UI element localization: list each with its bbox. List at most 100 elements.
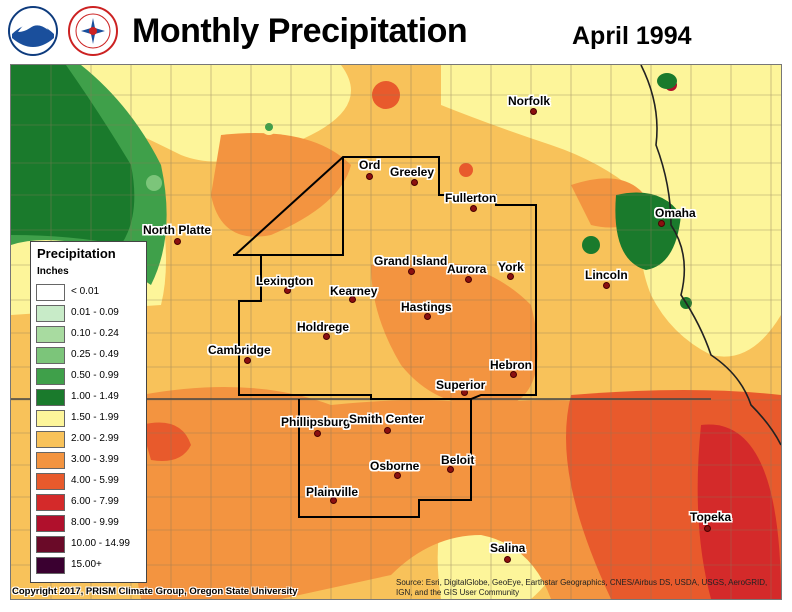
city-label-topeka: Topeka <box>690 510 732 524</box>
city-label-york: York <box>498 260 524 274</box>
noaa-logo <box>8 6 58 56</box>
office-boundary-ne-west <box>233 157 344 256</box>
zone-0_25-0_5-spot <box>146 175 162 191</box>
city-dot-fullerton <box>470 205 477 212</box>
city-dot-beloit <box>447 466 454 473</box>
legend-swatch <box>36 326 65 343</box>
legend-label: 1.00 - 1.49 <box>71 391 119 402</box>
legend-class: 0.01 - 0.09 <box>36 305 146 324</box>
city-dot-smith-center <box>384 427 391 434</box>
legend-label: 2.00 - 2.99 <box>71 433 119 444</box>
legend-label: 10.00 - 14.99 <box>71 538 130 549</box>
legend-class: 2.00 - 2.99 <box>36 431 146 450</box>
city-dot-york <box>507 273 514 280</box>
city-dot-superior <box>461 389 468 396</box>
city-label-beloit: Beloit <box>441 453 475 467</box>
legend-label: 0.10 - 0.24 <box>71 328 119 339</box>
city-label-grand-island: Grand Island <box>374 254 448 268</box>
legend-class: 0.25 - 0.49 <box>36 347 146 366</box>
city-label-superior: Superior <box>436 378 486 392</box>
city-label-cambridge: Cambridge <box>208 343 271 357</box>
city-dot-lincoln <box>603 282 610 289</box>
city-dot-holdrege <box>323 333 330 340</box>
city-label-hebron: Hebron <box>490 358 532 372</box>
city-dot-ord <box>366 173 373 180</box>
city-dot-topeka <box>704 525 711 532</box>
legend-class: 6.00 - 7.99 <box>36 494 146 513</box>
city-dot-phillipsburg <box>314 430 321 437</box>
city-label-north-platte: North Platte <box>143 223 212 237</box>
zone-1-1_5-spot-3 <box>657 73 677 89</box>
legend-label: < 0.01 <box>71 286 100 297</box>
legend-swatch <box>36 515 65 532</box>
city-dot-hebron <box>510 371 517 378</box>
legend-title: Precipitation <box>37 246 116 261</box>
city-label-kearney: Kearney <box>330 284 378 298</box>
city-dot-omaha <box>658 220 665 227</box>
zone-1-1_5-spot <box>582 236 600 254</box>
city-label-ord: Ord <box>359 158 381 172</box>
city-dot-kearney <box>349 296 356 303</box>
city-label-fullerton: Fullerton <box>445 191 497 205</box>
legend-swatch <box>36 305 65 322</box>
legend-class: 0.10 - 0.24 <box>36 326 146 345</box>
city-label-hastings: Hastings <box>401 300 452 314</box>
legend-swatch <box>36 431 65 448</box>
legend-label: 0.25 - 0.49 <box>71 349 119 360</box>
national-weather-service-logo <box>68 6 118 56</box>
city-label-phillipsburg: Phillipsburg <box>281 415 351 429</box>
legend-swatch <box>36 557 65 574</box>
city-label-lincoln: Lincoln <box>585 268 628 282</box>
zone-3-4-central <box>371 260 538 407</box>
legend-swatch <box>36 368 65 385</box>
city-label-holdrege: Holdrege <box>297 320 350 334</box>
legend-label: 1.50 - 1.99 <box>71 412 119 423</box>
city-dot-cambridge <box>244 357 251 364</box>
legend-label: 15.00+ <box>71 559 102 570</box>
copyright: Copyright 2017, PRISM Climate Group, Ore… <box>12 586 298 597</box>
zone-1_5-2-east <box>441 65 781 357</box>
legend-class: 8.00 - 9.99 <box>36 515 146 534</box>
legend-class: 1.00 - 1.49 <box>36 389 146 408</box>
city-dot-salina <box>504 556 511 563</box>
zone-1-1_5-west <box>11 65 135 245</box>
city-dot-aurora <box>465 276 472 283</box>
source-credits: Source: Esri, DigitalGlobe, GeoEye, Eart… <box>396 578 768 597</box>
header: Monthly Precipitation April 1994 <box>0 0 792 64</box>
zone-4-6-sw <box>141 422 191 461</box>
city-label-norfolk: Norfolk <box>508 94 550 108</box>
legend: Precipitation Inches < 0.01 0.01 - 0.09 0.… <box>30 241 147 583</box>
legend-class: 4.00 - 5.99 <box>36 473 146 492</box>
zone-3-4-north <box>211 133 351 237</box>
city-label-omaha: Omaha <box>655 206 696 220</box>
legend-class: 1.50 - 1.99 <box>36 410 146 429</box>
legend-swatch <box>36 389 65 406</box>
office-boundary-ks-part <box>298 399 472 518</box>
legend-class: 3.00 - 3.99 <box>36 452 146 471</box>
map-title: Monthly Precipitation <box>132 12 468 50</box>
legend-swatch <box>36 284 65 301</box>
city-label-lexington: Lexington <box>256 274 314 288</box>
zone-1-1_5-omaha <box>615 192 681 270</box>
city-label-salina: Salina <box>490 541 526 555</box>
city-dot-grand-island <box>408 268 415 275</box>
legend-swatch <box>36 410 65 427</box>
city-label-aurora: Aurora <box>447 262 487 276</box>
city-dot-greeley <box>411 179 418 186</box>
city-dot-plainville <box>330 497 337 504</box>
legend-class: 15.00+ <box>36 557 146 576</box>
city-dot-lexington <box>284 287 291 294</box>
legend-swatch <box>36 473 65 490</box>
legend-swatch <box>36 494 65 511</box>
city-dot-osborne <box>394 472 401 479</box>
zone-6-8-se <box>697 424 781 599</box>
city-label-smith-center: Smith Center <box>349 412 424 426</box>
precipitation-surface <box>11 65 781 599</box>
legend-label: 8.00 - 9.99 <box>71 517 119 528</box>
legend-label: 4.00 - 5.99 <box>71 475 119 486</box>
city-label-plainville: Plainville <box>306 485 359 499</box>
legend-label: 6.00 - 7.99 <box>71 496 119 507</box>
zone-0_5-1-spot <box>265 123 273 131</box>
legend-class: 0.50 - 0.99 <box>36 368 146 387</box>
legend-label: 0.01 - 0.09 <box>71 307 119 318</box>
